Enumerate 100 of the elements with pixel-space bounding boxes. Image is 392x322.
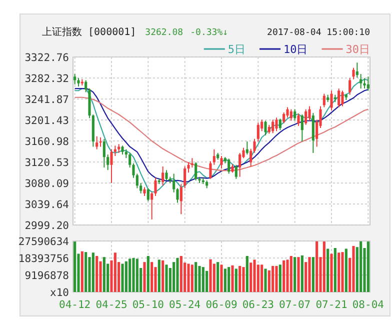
bar [128, 258, 132, 292]
x-tick-label: 04-12 [59, 299, 91, 311]
bar [162, 260, 164, 292]
candlestick [352, 67, 355, 80]
y-tick-label: 3241.87 [24, 94, 69, 106]
bar [212, 264, 216, 292]
bar [224, 268, 226, 292]
candlestick [180, 184, 182, 215]
bar [294, 257, 296, 292]
bar [352, 246, 355, 292]
x-tick-label: 05-24 [169, 299, 201, 311]
candlestick [297, 112, 300, 126]
candlestick [363, 78, 366, 90]
bar [80, 251, 84, 292]
x-tick-label: 07-07 [279, 299, 311, 311]
x-tick-label: 04-25 [96, 299, 128, 311]
bar [202, 267, 204, 292]
chart-title: 上证指数 [000001] [42, 26, 136, 38]
bar [146, 256, 150, 292]
bar [96, 256, 98, 292]
bar [121, 264, 124, 292]
x-tick-label: 05-10 [132, 299, 164, 311]
candlestick [294, 108, 296, 122]
bar [102, 257, 106, 292]
bar [360, 241, 362, 292]
bar [290, 256, 292, 292]
candlestick [356, 62, 358, 78]
candlestick [278, 118, 282, 131]
candlestick [366, 76, 370, 92]
candlestick [184, 166, 186, 189]
bar [228, 267, 230, 292]
bar [264, 268, 267, 292]
legend-label: 30日 [346, 43, 370, 56]
bar [220, 264, 223, 292]
bar [114, 252, 116, 292]
y-tick-label: 18393756 [18, 253, 69, 265]
bar [238, 266, 242, 292]
candlestick [338, 88, 340, 108]
candlestick [304, 108, 308, 126]
y-tick-label: 3282.32 [24, 72, 69, 85]
candlestick [234, 164, 238, 180]
bar [176, 258, 179, 292]
bar [312, 257, 314, 292]
x-tick-label: 06-09 [206, 299, 238, 311]
bar [234, 268, 238, 292]
candlestick [330, 90, 333, 111]
bar [282, 260, 286, 292]
bar [316, 241, 318, 292]
bar [322, 242, 326, 292]
bar [198, 266, 201, 292]
x-tick-label: 07-21 [316, 299, 348, 311]
bar [143, 262, 146, 292]
bar [136, 258, 138, 292]
bar [158, 260, 160, 292]
y-tick-label: 3039.64 [24, 199, 69, 212]
text: -0.33%↓ [190, 28, 228, 38]
y-tick-label: 3120.53 [24, 157, 69, 170]
bar [268, 270, 270, 292]
bar [150, 262, 154, 292]
bar [206, 270, 208, 292]
candlestick [96, 136, 98, 150]
candlestick [194, 162, 198, 181]
bar [231, 265, 234, 292]
candlestick [220, 156, 223, 170]
x-tick-label: 06-23 [242, 299, 274, 311]
y-tick-label: 9196878 [24, 270, 69, 282]
bar [341, 252, 344, 292]
bar [209, 259, 212, 292]
y-tick-label: 3080.09 [24, 178, 69, 190]
chart-subtitle: 2017-08-04 15:00:10 [267, 28, 370, 38]
candlestick [106, 154, 110, 171]
candlestick [300, 114, 304, 142]
bar [326, 248, 330, 292]
candlestick [322, 93, 326, 108]
bar [338, 252, 340, 292]
bar [308, 257, 311, 292]
bar [132, 258, 135, 292]
candlestick [275, 117, 278, 132]
text: 3262.08 [145, 28, 184, 38]
bar [297, 257, 300, 292]
bar [286, 260, 289, 292]
candlestick [140, 182, 142, 194]
candlestick [162, 166, 164, 186]
candlestick [256, 122, 260, 142]
bar [300, 255, 304, 292]
legend-label: 5日 [228, 43, 246, 56]
bar [334, 248, 336, 292]
bar [92, 252, 94, 292]
bar [278, 264, 282, 292]
legend-label: 10日 [284, 43, 308, 56]
candlestick [238, 152, 242, 178]
bar [246, 256, 248, 292]
bar [216, 262, 220, 292]
candlestick [290, 108, 292, 122]
bar [84, 252, 88, 292]
candlestick [228, 158, 230, 174]
y-tick-label: 3322.76 [24, 52, 69, 64]
bar [260, 264, 264, 292]
x-tick-label: 08-04 [352, 299, 384, 311]
candlestick [348, 78, 352, 96]
